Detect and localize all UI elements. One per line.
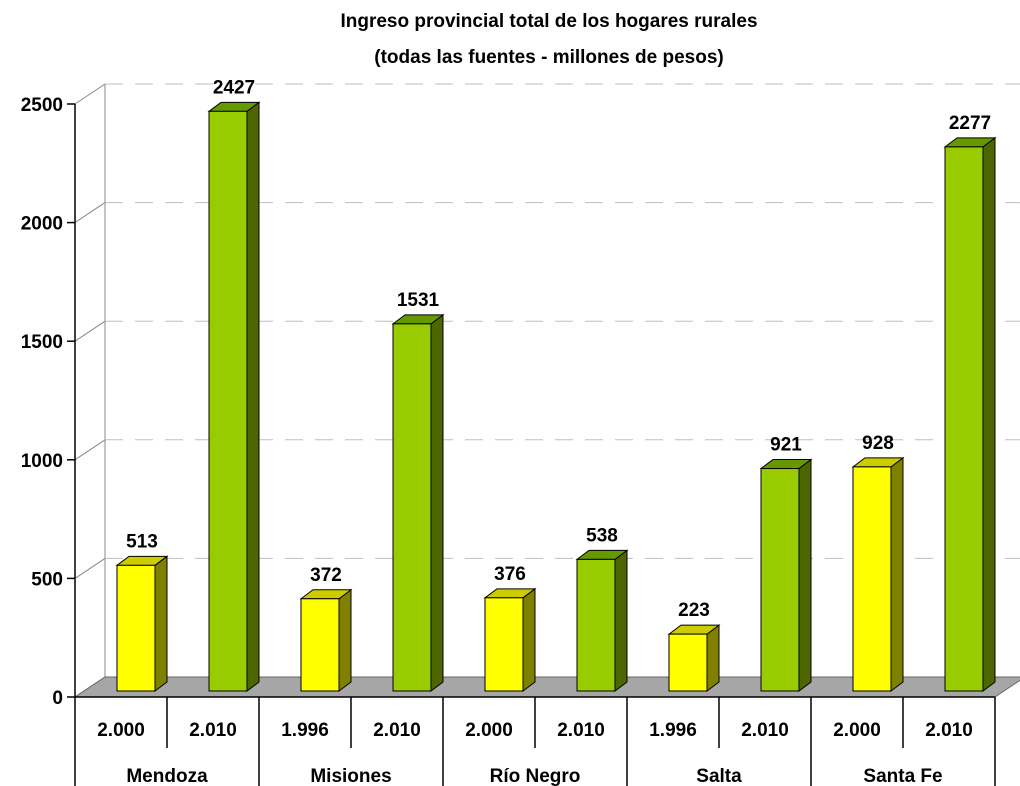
bar: [115, 555, 169, 692]
bar-front: [852, 466, 892, 692]
data-label: 1531: [397, 290, 440, 311]
data-label: 223: [678, 600, 710, 621]
bar-side: [798, 458, 812, 692]
data-label: 2427: [213, 77, 255, 98]
grid-side-line: [74, 83, 106, 105]
x-tick-label: 2.010: [925, 720, 973, 741]
bar: [943, 136, 997, 692]
x-tick-label: 2.010: [189, 720, 237, 741]
bar-side: [154, 555, 168, 692]
bar-front: [668, 633, 708, 692]
x-group-label: Mendoza: [126, 766, 208, 786]
chart-subtitle: (todas las fuentes - millones de pesos): [374, 47, 723, 68]
y-tick-label: 2000: [21, 214, 63, 235]
x-tick-label: 2.000: [97, 720, 145, 741]
data-label: 372: [310, 565, 342, 586]
data-label: 513: [126, 531, 158, 552]
bar: [483, 587, 537, 692]
bar: [391, 313, 445, 692]
bar-side: [522, 587, 536, 692]
bar-side: [614, 549, 628, 692]
bar: [667, 624, 721, 692]
bar-side: [430, 313, 444, 692]
grid-side-line: [74, 202, 106, 224]
bar-front: [944, 146, 984, 692]
data-labels: 513 2427 372 1531 376 538 223 921 928 2277: [126, 77, 991, 621]
y-tick-label: 1000: [21, 451, 63, 472]
bar-side: [706, 624, 720, 692]
x-group-label: Salta: [696, 766, 742, 786]
bar: [575, 549, 629, 692]
x-group-label: Río Negro: [490, 766, 581, 786]
x-group-label: Misiones: [310, 766, 391, 786]
bar: [759, 458, 813, 692]
bar: [851, 456, 905, 692]
bars: [115, 101, 997, 692]
x-axis: Mendoza 2.000 2.010 Misiones 1.996 2.010 Río N…: [74, 696, 996, 786]
bar: [207, 101, 261, 692]
grid-side-line: [74, 557, 106, 579]
grid-side-line: [74, 320, 106, 342]
data-label: 376: [494, 564, 526, 585]
bar-side: [338, 588, 352, 692]
y-tick-label: 1500: [21, 332, 63, 353]
bar-front: [300, 598, 340, 692]
x-tick-label: 2.010: [557, 720, 605, 741]
bar-front: [760, 468, 800, 692]
x-tick-label: 2.000: [833, 720, 881, 741]
bar-side: [246, 101, 260, 692]
x-tick-label: 2.010: [741, 720, 789, 741]
bar-side: [982, 136, 996, 692]
bar-side: [890, 456, 904, 692]
x-tick-label: 1.996: [281, 720, 329, 741]
bar-front: [208, 110, 248, 692]
bar-front: [392, 323, 432, 692]
grid-side-line: [74, 439, 106, 461]
x-group-label: Santa Fe: [863, 766, 942, 786]
bar-front: [484, 597, 524, 692]
y-tick-label: 500: [31, 569, 63, 590]
x-tick-label: 2.000: [465, 720, 513, 741]
data-label: 538: [586, 525, 618, 546]
data-label: 928: [862, 433, 894, 454]
bar-front: [116, 564, 156, 692]
y-tick-label: 0: [52, 688, 63, 709]
x-tick-label: 2.010: [373, 720, 421, 741]
bar-front: [576, 558, 616, 692]
y-axis: 0 500 1000 1500 2000 2500: [21, 95, 76, 709]
y-tick-label: 2500: [21, 95, 63, 116]
data-label: 921: [770, 435, 802, 456]
chart-title: Ingreso provincial total de los hogares …: [340, 11, 757, 32]
data-label: 2277: [949, 113, 991, 134]
bar: [299, 588, 353, 692]
x-tick-label: 1.996: [649, 720, 697, 741]
